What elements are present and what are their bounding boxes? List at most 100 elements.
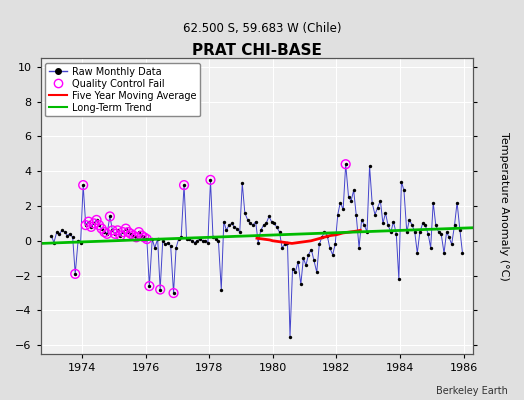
Point [58,227,67,234]
Point [150,244,159,251]
Point [97,226,106,232]
Text: 62.500 S, 59.683 W (Chile): 62.500 S, 59.683 W (Chile) [183,22,341,35]
Point [350,187,358,194]
Point [159,238,167,244]
Point [137,232,146,239]
Point [458,250,467,256]
Point [82,222,90,228]
Point [244,217,252,223]
Point [206,177,215,183]
Point [129,232,138,239]
Point [315,241,323,248]
Point [106,213,114,220]
Point [320,229,329,235]
Point [50,239,58,246]
Point [63,232,71,239]
Point [275,229,283,235]
Point [100,229,108,235]
Y-axis label: Temperature Anomaly (°C): Temperature Anomaly (°C) [499,132,509,280]
Point [357,217,366,223]
Point [225,222,233,228]
Point [124,229,133,235]
Point [267,218,276,225]
Point [270,220,278,226]
Point [294,258,302,265]
Point [180,182,188,188]
Point [217,286,225,293]
Point [297,281,305,288]
Point [135,229,143,235]
Point [342,161,350,168]
Point [381,210,390,216]
Point [148,236,157,242]
Point [193,238,201,244]
Point [419,220,427,226]
Point [143,236,151,242]
Point [397,178,406,185]
Point [79,182,88,188]
Point [318,234,326,240]
Point [177,234,185,240]
Point [212,236,220,242]
Point [246,220,255,226]
Point [288,266,297,272]
Point [238,180,246,186]
Point [172,244,180,251]
Point [71,271,80,277]
Point [116,232,125,239]
Point [87,224,95,230]
Point [405,217,413,223]
Point [209,234,217,240]
Point [447,241,456,248]
Point [395,276,403,282]
Point [60,229,69,235]
Point [127,231,135,237]
Point [252,218,260,225]
Point [254,239,263,246]
Point [132,234,140,240]
Point [323,232,332,239]
Point [206,177,215,183]
Point [331,241,340,248]
Point [304,252,313,258]
Point [143,236,151,242]
Legend: Raw Monthly Data, Quality Control Fail, Five Year Moving Average, Long-Term Tren: Raw Monthly Data, Quality Control Fail, … [46,63,200,116]
Point [156,286,165,293]
Point [355,244,363,251]
Point [201,238,210,244]
Point [97,226,106,232]
Point [272,224,281,230]
Point [453,199,461,206]
Point [108,227,117,234]
Point [161,241,169,248]
Point [402,229,411,235]
Point [342,161,350,168]
Point [119,229,127,235]
Point [227,220,236,226]
Point [408,222,417,228]
Point [283,239,292,246]
Point [347,198,355,204]
Point [214,238,223,244]
Point [432,222,440,228]
Point [379,220,387,226]
Point [371,212,379,218]
Point [249,222,257,228]
Point [434,229,443,235]
Point [100,229,108,235]
Point [445,234,453,240]
Point [164,239,172,246]
Title: PRAT CHI-BASE: PRAT CHI-BASE [192,43,322,58]
Point [167,243,175,249]
Point [74,238,82,244]
Point [220,218,228,225]
Text: Berkeley Earth: Berkeley Earth [436,386,508,396]
Point [69,234,77,240]
Point [82,222,90,228]
Point [71,271,80,277]
Point [344,194,353,200]
Point [113,227,122,234]
Point [106,213,114,220]
Point [129,232,138,239]
Point [456,227,464,234]
